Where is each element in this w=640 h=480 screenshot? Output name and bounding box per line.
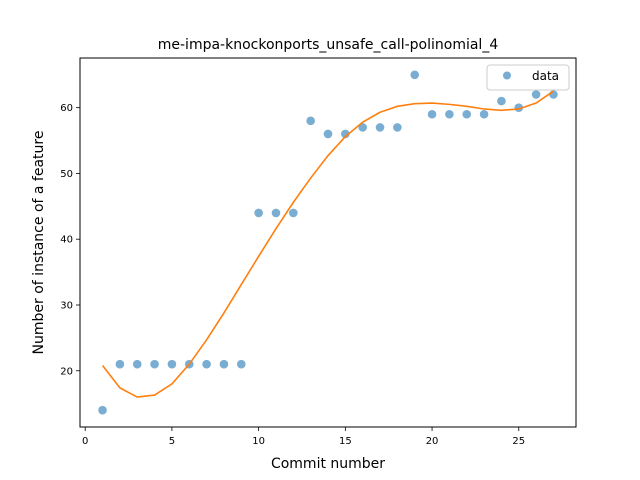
y-tick-label: 30 bbox=[60, 300, 73, 311]
x-tick-label: 10 bbox=[252, 436, 265, 447]
x-tick-label: 20 bbox=[426, 436, 439, 447]
axis-ticks: 0 5 10 15 20 25 20 30 40 50 60 bbox=[60, 103, 525, 447]
chart-title: me-impa-knockonports_unsafe_call-polinom… bbox=[158, 37, 499, 53]
data-point bbox=[271, 208, 281, 218]
x-tick-label: 25 bbox=[512, 436, 525, 447]
data-point bbox=[254, 208, 263, 218]
data-point bbox=[341, 129, 350, 139]
y-tick-label: 20 bbox=[60, 366, 73, 377]
x-tick-label: 15 bbox=[339, 436, 352, 447]
data-point bbox=[358, 123, 367, 132]
legend-marker-data bbox=[503, 71, 511, 80]
data-point bbox=[202, 359, 211, 369]
legend: data bbox=[486, 64, 570, 91]
data-point bbox=[445, 109, 454, 119]
data-point bbox=[375, 123, 385, 132]
x-axis-label: Commit number bbox=[271, 456, 385, 472]
data-point bbox=[289, 208, 298, 218]
data-point bbox=[98, 405, 107, 415]
data-point bbox=[427, 109, 437, 119]
plot-area bbox=[98, 70, 558, 415]
y-tick-label: 50 bbox=[60, 169, 73, 180]
data-point bbox=[462, 109, 472, 119]
data-point bbox=[323, 129, 333, 139]
data-point bbox=[115, 359, 125, 369]
x-tick-label: 0 bbox=[82, 436, 88, 447]
data-point bbox=[393, 123, 402, 132]
data-point bbox=[531, 90, 541, 99]
legend-label-data: data bbox=[532, 69, 559, 83]
data-point bbox=[150, 359, 159, 369]
y-tick-label: 60 bbox=[60, 103, 73, 114]
data-point bbox=[219, 359, 229, 369]
legend-box bbox=[486, 64, 570, 91]
fit-line bbox=[101, 90, 554, 398]
data-point bbox=[479, 109, 489, 119]
data-point bbox=[410, 70, 420, 80]
y-tick-label: 40 bbox=[60, 235, 73, 246]
data-point bbox=[236, 359, 246, 369]
data-point bbox=[306, 116, 315, 126]
y-axis-label: Number of instance of a feature bbox=[31, 131, 47, 355]
axes-frame bbox=[79, 57, 577, 428]
data-point bbox=[132, 359, 142, 369]
data-point bbox=[497, 96, 506, 106]
x-tick-label: 5 bbox=[169, 436, 175, 447]
data-point bbox=[167, 359, 177, 369]
